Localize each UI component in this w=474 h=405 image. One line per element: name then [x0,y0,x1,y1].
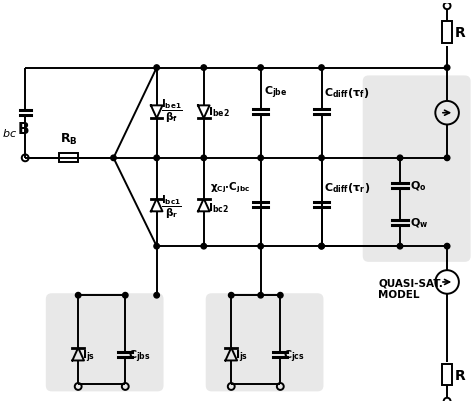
Bar [442,22,452,44]
Text: $\mathbf{C_{diff}(\tau_r)}$: $\mathbf{C_{diff}(\tau_r)}$ [325,181,371,195]
Text: $\mathbf{C_{diff}(\tau_f)}$: $\mathbf{C_{diff}(\tau_f)}$ [325,86,370,100]
Circle shape [319,156,324,161]
Circle shape [258,244,264,249]
Text: $\mathbf{I_{js}}$: $\mathbf{I_{js}}$ [82,348,95,364]
Text: B: B [18,122,29,137]
Circle shape [154,66,159,71]
Circle shape [319,244,324,249]
Text: $\mathbf{I_{bc2}}$: $\mathbf{I_{bc2}}$ [208,200,229,214]
Text: $\mathbf{I_{js}}$: $\mathbf{I_{js}}$ [235,348,248,364]
Text: $\mathbf{\dfrac{I_{bc1}}{\beta_r}}$: $\mathbf{\dfrac{I_{bc1}}{\beta_r}}$ [161,194,182,221]
Circle shape [319,244,324,249]
FancyBboxPatch shape [46,294,164,391]
FancyBboxPatch shape [206,294,323,391]
Circle shape [111,156,116,161]
Circle shape [154,244,159,249]
Circle shape [201,156,207,161]
Text: $\mathbf{\chi_{Cj}{\cdot}C_{jbc}}$: $\mathbf{\chi_{Cj}{\cdot}C_{jbc}}$ [210,181,250,195]
Text: QUASI-SAT.
MODEL: QUASI-SAT. MODEL [378,278,443,299]
Circle shape [278,293,283,298]
Circle shape [397,244,403,249]
Circle shape [258,66,264,71]
Text: $\mathbf{R}$: $\mathbf{R}$ [454,26,466,40]
Text: $\mathbf{C_{jbe}}$: $\mathbf{C_{jbe}}$ [264,85,287,101]
Circle shape [258,293,264,298]
Circle shape [154,293,159,298]
Circle shape [154,156,159,161]
Circle shape [75,293,81,298]
Text: $\mathit{bc}$: $\mathit{bc}$ [2,127,18,139]
Circle shape [444,156,450,161]
Circle shape [228,293,234,298]
Circle shape [201,66,207,71]
Text: $\mathbf{R}$: $\mathbf{R}$ [454,368,466,382]
FancyBboxPatch shape [363,76,471,262]
Circle shape [201,244,207,249]
Text: $\mathbf{Q_w}$: $\mathbf{Q_w}$ [410,216,428,230]
Text: $\mathbf{I_{be2}}$: $\mathbf{I_{be2}}$ [208,104,229,118]
Circle shape [258,156,264,161]
Circle shape [122,293,128,298]
Circle shape [397,156,403,161]
Text: $\mathbf{C_{jcs}}$: $\mathbf{C_{jcs}}$ [283,348,305,364]
Bar [442,364,452,386]
Circle shape [319,66,324,71]
Text: $\mathbf{\dfrac{I_{be1}}{\beta_f}}$: $\mathbf{\dfrac{I_{be1}}{\beta_f}}$ [161,98,182,125]
Text: $\mathbf{R_B}$: $\mathbf{R_B}$ [60,132,77,147]
Circle shape [444,66,450,71]
Circle shape [444,244,450,249]
Text: $\mathbf{C_{jbs}}$: $\mathbf{C_{jbs}}$ [128,348,151,364]
Bar [59,154,78,163]
Text: $\mathbf{Q_o}$: $\mathbf{Q_o}$ [410,179,427,193]
